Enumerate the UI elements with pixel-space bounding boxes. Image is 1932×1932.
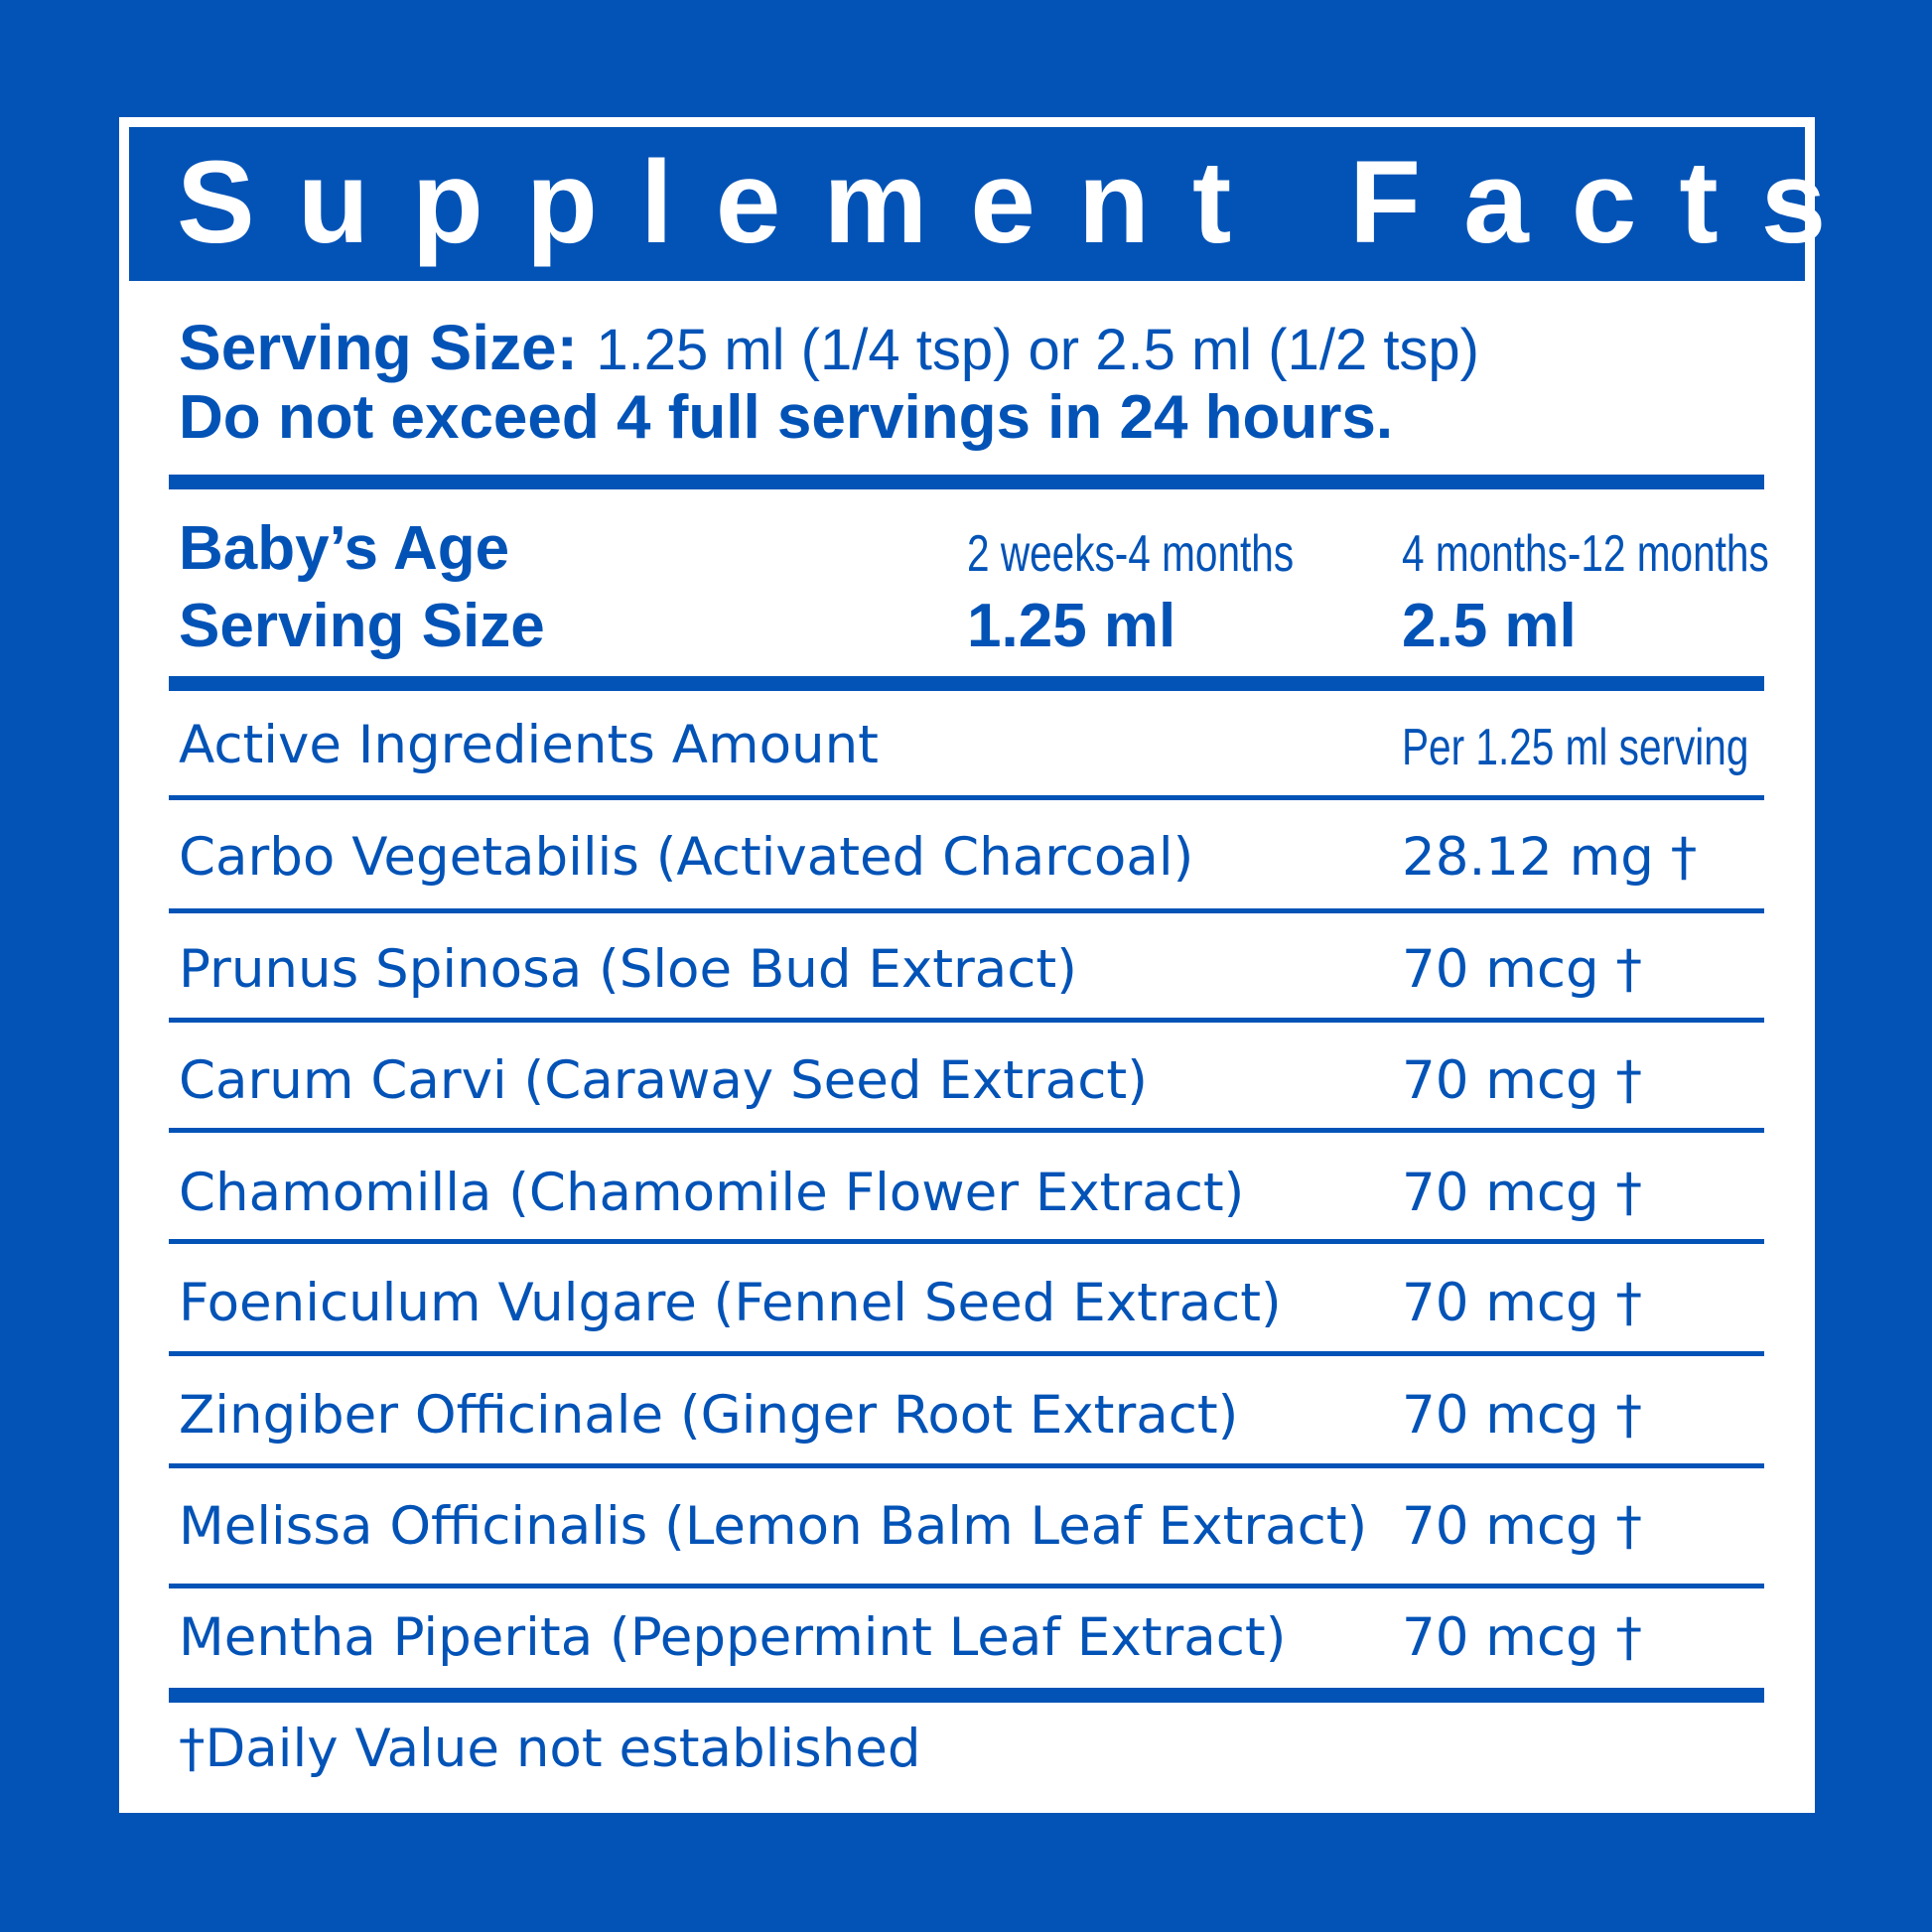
serving-size-2: 2.5 ml [1402,592,1577,660]
title-band [129,127,1805,281]
divider [169,1351,1764,1356]
supplement-facts-panel [119,117,1815,1813]
divider [169,676,1764,691]
footnote: †Daily Value not established [179,1719,921,1779]
ingredients-header-label: Active Ingredients Amount [179,715,879,775]
ingredient-name: Carbo Vegetabilis (Activated Charcoal) [179,827,1194,888]
ingredient-amount: 70 mcg † [1402,1050,1643,1111]
divider [169,475,1764,489]
divider [169,1688,1764,1703]
ingredient-name: Prunus Spinosa (Sloe Bud Extract) [179,939,1077,1000]
divider [169,1018,1764,1023]
divider [169,1463,1764,1468]
serving-warning: Do not exceed 4 full servings in 24 hour… [179,383,1394,452]
ingredient-name: Mentha Piperita (Peppermint Leaf Extract… [179,1607,1287,1668]
serving-size-value: 1.25 ml (1/4 tsp) or 2.5 ml (1/2 tsp) [596,318,1479,382]
ingredient-amount: 70 mcg † [1402,1607,1643,1668]
divider [169,908,1764,913]
age-range-1: 2 weeks-4 months [967,525,1295,583]
age-range-2: 4 months-12 months [1402,525,1769,583]
divider [169,1584,1764,1588]
ingredient-amount: 70 mcg † [1402,939,1643,1000]
ingredient-name: Zingiber Officinale (Ginger Root Extract… [179,1385,1239,1446]
ingredients-header-amount: Per 1.25 ml serving [1402,719,1749,776]
ingredient-amount: 70 mcg † [1402,1273,1643,1333]
ingredient-amount: 70 mcg † [1402,1385,1643,1446]
ingredient-amount: 28.12 mg † [1402,827,1698,888]
ingredient-amount: 70 mcg † [1402,1163,1643,1223]
divider [169,1128,1764,1133]
baby-age-label: Baby’s Age [179,514,510,583]
divider [169,1239,1764,1244]
ingredient-name: Foeniculum Vulgare (Fennel Seed Extract) [179,1273,1282,1333]
serving-size-line: Serving Size: 1.25 ml (1/4 tsp) or 2.5 m… [179,316,1479,379]
ingredient-name: Chamomilla (Chamomile Flower Extract) [179,1163,1245,1223]
ingredient-name: Carum Carvi (Caraway Seed Extract) [179,1050,1148,1111]
ingredient-name: Melissa Officinalis (Lemon Balm Leaf Ext… [179,1496,1368,1557]
serving-size-row-label: Serving Size [179,592,545,660]
page-title: Supplement Facts [177,137,1869,268]
serving-size-1: 1.25 ml [967,592,1176,660]
ingredient-amount: 70 mcg † [1402,1496,1643,1557]
serving-size-label: Serving Size: [179,312,578,383]
divider [169,795,1764,800]
